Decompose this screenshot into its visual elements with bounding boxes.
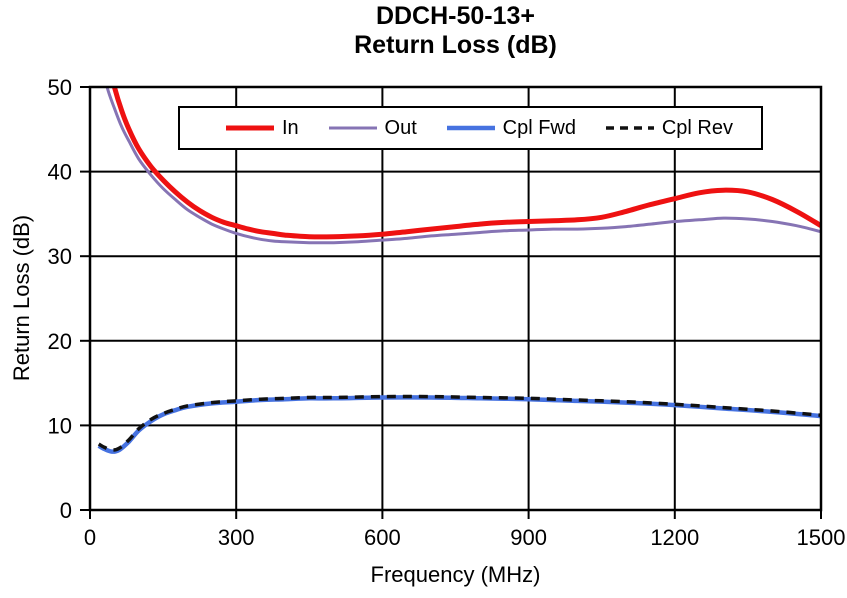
x-axis-label: Frequency (MHz)	[370, 562, 541, 587]
series-line-cpl-rev	[97, 394, 821, 452]
legend-label-in: In	[282, 116, 299, 139]
x-tick-label: 900	[510, 525, 547, 550]
plot-frame	[88, 85, 823, 512]
legend-label-out: Out	[384, 116, 417, 139]
series-line-out	[105, 87, 821, 245]
y-tick-label: 10	[48, 413, 72, 438]
x-tick-label: 0	[84, 525, 96, 550]
y-tick-label: 0	[60, 498, 72, 523]
legend-label-cpl-rev: Cpl Rev	[661, 116, 733, 139]
series-line-in	[111, 87, 821, 240]
legend-swatch-in	[226, 125, 274, 131]
legend-swatch-cpl-rev	[605, 126, 654, 130]
x-tick-label: 300	[218, 525, 255, 550]
chart-title: DDCH-50-13+	[375, 2, 536, 30]
legend-item-out: Out	[327, 117, 417, 140]
x-tick-label: 1200	[650, 525, 699, 550]
legend-item-in: In	[224, 117, 299, 140]
y-tick-label: 50	[48, 75, 72, 100]
chart-subtitle: Return Loss (dB)	[354, 31, 557, 59]
x-tick-label: 600	[364, 525, 401, 550]
y-tick-label: 40	[48, 160, 72, 185]
y-tick-label: 20	[48, 329, 72, 354]
legend-item-cpl-fwd: Cpl Fwd	[445, 117, 576, 140]
legend: In Out Cpl Fwd Cpl Rev	[178, 106, 763, 150]
legend-swatch-cpl-fwd	[446, 125, 495, 131]
legend-label-cpl-fwd: Cpl Fwd	[502, 116, 576, 139]
legend-swatch-out	[328, 126, 377, 130]
y-tick-label: 30	[48, 244, 72, 269]
legend-item-cpl-rev: Cpl Rev	[604, 117, 733, 140]
x-tick-label: 1500	[797, 525, 846, 550]
